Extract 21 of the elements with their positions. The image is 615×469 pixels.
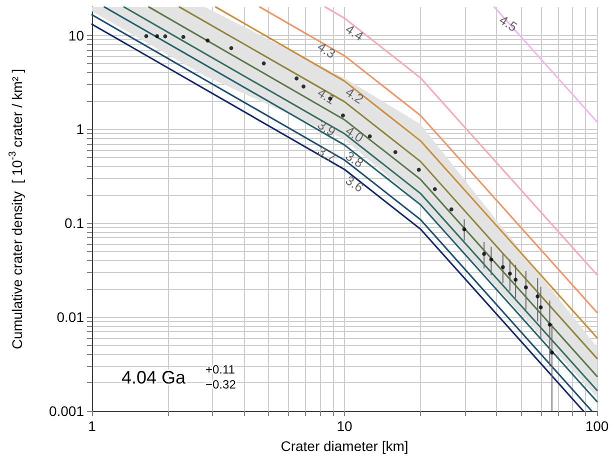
y-tick-label: 0.001 bbox=[48, 403, 84, 419]
text: 4.5 bbox=[496, 12, 520, 35]
text: 4.4 bbox=[342, 21, 366, 44]
y-tick-label: 1 bbox=[76, 121, 84, 138]
text: 4.2 bbox=[342, 84, 366, 107]
x-tick-label: 1 bbox=[88, 418, 96, 434]
text: 4.1 bbox=[314, 84, 338, 108]
annotation: 4.04 Ga +0.11−0.32 bbox=[122, 362, 236, 392]
text: 3.8 bbox=[342, 148, 366, 171]
text: 3.7 bbox=[314, 143, 338, 166]
text: 4.3 bbox=[314, 38, 338, 62]
text: 4.0 bbox=[342, 122, 366, 146]
x-tick-label: 10 bbox=[336, 418, 352, 434]
y-tick-label: 0.1 bbox=[64, 215, 84, 232]
y-tick-label: 10 bbox=[68, 27, 84, 44]
x-axis-title: Crater diameter [km] bbox=[280, 438, 408, 454]
y-axis-title: Cumulative crater density [ 10-3 crater / km² ] bbox=[8, 68, 25, 350]
x-tick-label: 100 bbox=[585, 418, 609, 434]
y-tick-label: 0.01 bbox=[56, 309, 84, 326]
text: 3.9 bbox=[314, 116, 338, 140]
text: 3.6 bbox=[342, 172, 366, 196]
